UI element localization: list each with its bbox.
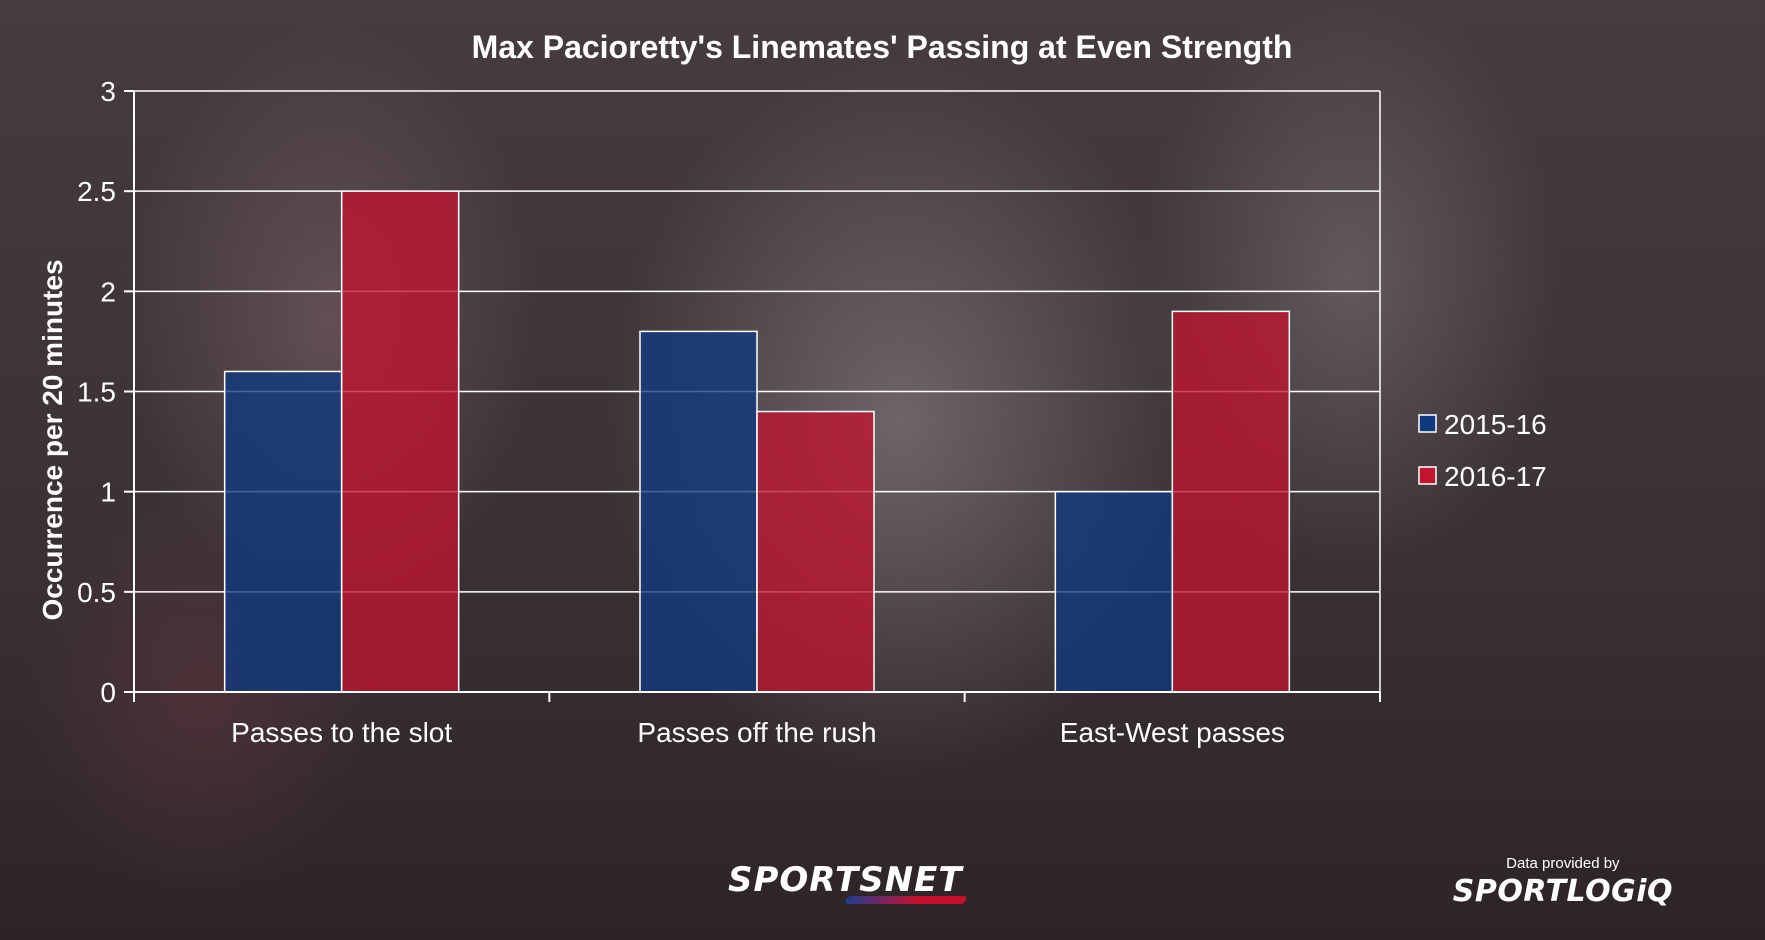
swoosh-icon	[844, 896, 968, 904]
bars	[223, 190, 1291, 693]
bar-2016-17-0	[340, 190, 460, 693]
bar-2015-16-0	[223, 370, 343, 693]
sportsnet-wordmark: SPORTSNET	[728, 860, 963, 900]
y-tick-label: 3	[100, 76, 116, 107]
y-axis-title: Occurrence per 20 minutes	[37, 259, 68, 620]
y-tick-label: 1.5	[77, 377, 116, 408]
y-tick-label: 2.5	[77, 176, 116, 207]
y-tick-label: 0.5	[77, 577, 116, 608]
legend-swatch	[1418, 466, 1437, 485]
chart-title: Max Pacioretty's Linemates' Passing at E…	[472, 29, 1293, 65]
legend-swatch	[1418, 414, 1437, 433]
x-category-label: East-West passes	[1060, 717, 1285, 748]
y-tick-label: 2	[100, 276, 116, 307]
bar-2015-16-2	[1054, 490, 1174, 693]
legend-label: 2015-16	[1444, 409, 1547, 440]
y-tick-label: 0	[100, 677, 116, 708]
bar-2016-17-2	[1171, 310, 1291, 693]
y-tick-labels: 0 0.5 1 1.5 2 2.5 3	[77, 76, 116, 708]
x-category-label: Passes to the slot	[231, 717, 452, 748]
sportlogiq-logo: SPORTLOGiQ	[1452, 874, 1673, 909]
bar-2016-17-1	[756, 410, 875, 693]
x-category-labels: Passes to the slot Passes off the rush Eas…	[231, 717, 1285, 748]
data-provider: Data provided by SPORTLOGiQ	[1453, 855, 1673, 909]
legend-label: 2016-17	[1444, 461, 1547, 492]
x-category-label: Passes off the rush	[637, 717, 876, 748]
bar-2015-16-1	[639, 330, 758, 693]
axes	[133, 91, 1381, 702]
sportsnet-logo: SPORTSNET	[728, 860, 1028, 904]
provider-caption: Data provided by	[1506, 855, 1620, 872]
legend: 2015-16 2016-17	[1418, 409, 1547, 492]
y-tick-label: 1	[100, 477, 116, 508]
